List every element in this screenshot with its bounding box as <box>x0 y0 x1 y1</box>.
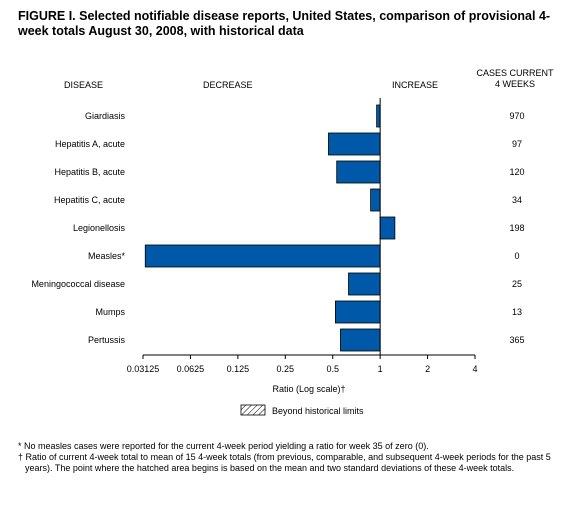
x-tick-label: 0.25 <box>277 364 295 374</box>
header-cases-line2: 4 WEEKS <box>495 79 535 89</box>
x-tick-label: 0.0625 <box>177 364 205 374</box>
x-tick-label: 0.03125 <box>127 364 160 374</box>
header-increase: INCREASE <box>392 80 438 90</box>
category-label: Hepatitis B, acute <box>54 167 125 177</box>
x-tick-label: 0.125 <box>227 364 250 374</box>
cases-value: 0 <box>514 251 519 261</box>
bar <box>376 104 381 128</box>
bar <box>348 272 381 296</box>
category-label: Meningococcal disease <box>31 279 125 289</box>
cases-value: 198 <box>509 223 524 233</box>
category-label: Hepatitis C, acute <box>54 195 125 205</box>
cases-value: 970 <box>509 111 524 121</box>
cases-value: 25 <box>512 279 522 289</box>
header-decrease: DECREASE <box>203 80 253 90</box>
header-cases-line1: CASES CURRENT <box>476 68 554 78</box>
footnote-ratio: † Ratio of current 4-week total to mean … <box>18 452 551 473</box>
x-axis-label: Ratio (Log scale)† <box>272 384 345 394</box>
bar <box>334 300 381 324</box>
bar <box>370 188 381 212</box>
x-tick-label: 1 <box>378 364 383 374</box>
header-disease: DISEASE <box>64 80 103 90</box>
cases-value: 97 <box>512 139 522 149</box>
footnote-measles: * No measles cases were reported for the… <box>18 441 429 451</box>
bar <box>340 328 381 352</box>
x-tick-label: 0.5 <box>326 364 339 374</box>
cases-value: 365 <box>509 335 524 345</box>
bar <box>328 132 381 156</box>
cases-value: 120 <box>509 167 524 177</box>
bar <box>144 244 381 268</box>
category-label: Giardiasis <box>85 111 126 121</box>
disease-ratio-chart: DISEASE DECREASE INCREASE CASES CURRENT … <box>31 68 554 416</box>
bar <box>379 216 396 240</box>
category-label: Mumps <box>95 307 125 317</box>
x-tick-label: 4 <box>472 364 477 374</box>
legend-label: Beyond historical limits <box>272 406 364 416</box>
cases-value: 13 <box>512 307 522 317</box>
x-axis: 0.03125 0.0625 0.125 0.25 0.5 1 2 4 <box>127 354 478 374</box>
category-label: Measles* <box>88 251 126 261</box>
x-tick-label: 2 <box>425 364 430 374</box>
figure-title: FIGURE I. Selected notifiable disease re… <box>18 9 551 38</box>
legend-swatch-hatched <box>240 404 266 416</box>
bar <box>336 160 381 184</box>
category-label: Pertussis <box>88 335 126 345</box>
bars-group: Giardiasis 970 Hepatitis A, acute 97 Hepatit… <box>31 98 525 355</box>
category-label: Legionellosis <box>73 223 126 233</box>
cases-value: 34 <box>512 195 522 205</box>
footnotes: * No measles cases were reported for the… <box>18 441 563 474</box>
category-label: Hepatitis A, acute <box>55 139 125 149</box>
